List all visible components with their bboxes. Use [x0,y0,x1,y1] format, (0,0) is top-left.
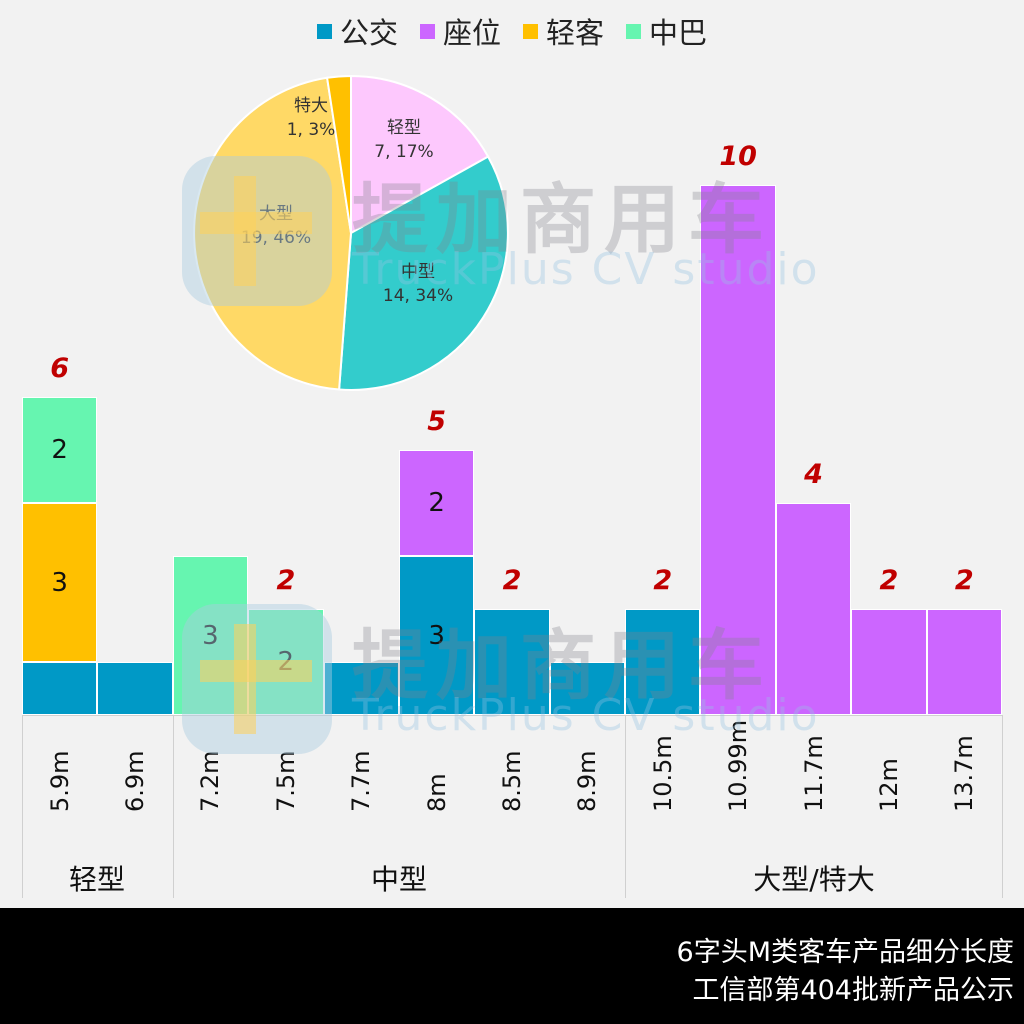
bar-segment [474,609,550,715]
legend-label: 座位 [442,16,501,50]
legend-label: 中巴 [649,16,708,50]
group-label-medium: 中型 [370,863,428,896]
bar-segment: 2 [398,450,475,556]
bar-total-label: 2 [954,565,974,596]
x-tick-label: 7.2m [196,750,225,812]
group-label-light: 轻型 [68,863,126,896]
group-separator [172,715,174,898]
pie-label-value: 1, 3% [286,120,336,140]
legend-item-bus: 公交 [316,10,398,52]
x-tick-label: 10.99m [724,719,753,812]
legend-swatch-seat [419,23,435,39]
chart-legend: 公交 座位 轻客 中巴 [0,10,1024,52]
bar-total-label: 5 [427,406,447,437]
legend-label: 轻客 [546,16,605,50]
x-tick-label: 8.5m [498,750,526,812]
bar-total-label: 2 [653,565,673,596]
x-tick-label: 13.7m [950,735,979,812]
group-separator [625,715,627,898]
footer-title: 6字头M类客车产品细分长度 [676,937,1014,968]
legend-item-midbus: 中巴 [626,10,707,52]
x-tick-label: 10.5m [648,735,677,812]
x-axis-line [22,715,1002,716]
bar-segment [775,503,852,715]
pie-slice-light [350,74,490,235]
footer-caption: 6字头M类客车产品细分长度 工信部第404批新产品公示 [0,908,1024,1024]
x-tick-label: 5.9m [45,750,74,812]
group-label-large: 大型/特大 [753,863,875,896]
pie-label-value: 7, 17% [374,142,434,162]
bar-segment [22,662,98,715]
bar-segment: 3 [172,556,249,715]
bar-total-label: 6 [50,353,70,384]
bar-segment [549,662,626,715]
bar-total-label: 2 [879,565,899,596]
group-separator [22,715,23,898]
legend-swatch-light-van [523,23,538,39]
bar-total-label: 2 [502,565,522,596]
bar-segment: 3 [398,556,475,715]
pie-label-extra-large: 特大 1, 3% [287,94,336,142]
bar-segment [625,609,701,715]
pie-label-light: 轻型 7, 17% [374,116,433,164]
bar-segment [926,609,1002,715]
pie-label-name: 特大 [294,96,328,116]
x-tick-label: 7.7m [347,750,376,812]
bar-total-label: 10 [719,141,757,172]
pie-label-name: 中型 [400,262,435,282]
bar-segment: 2 [22,397,98,503]
x-tick-label: 6.9m [121,750,150,812]
legend-swatch-midbus [626,23,642,39]
legend-item-light-van: 轻客 [523,10,604,52]
legend-label: 公交 [339,16,398,50]
legend-swatch-bus [316,23,332,39]
x-tick-label: 12m [874,758,903,812]
bar-total-label: 2 [276,565,296,596]
pie-label-medium: 中型 14, 34% [383,260,453,308]
bar-segment [700,185,776,715]
x-tick-label: 8.9m [573,750,602,812]
x-tick-label: 8m [422,773,451,812]
pie-slice-extra-large [325,74,352,234]
pie-slice-medium [338,155,509,391]
footer-subtitle: 工信部第404批新产品公示 [692,975,1014,1006]
group-separator [1002,715,1003,898]
pie-label-name: 轻型 [386,118,421,138]
bar-segment [97,662,173,715]
bar-total-label: 4 [804,459,823,490]
legend-item-seat: 座位 [419,10,501,52]
bar-segment [323,662,399,715]
x-tick-label: 11.7m [799,735,828,812]
bar-segment [851,609,927,715]
bar-segment: 2 [248,609,324,715]
x-tick-label: 7.5m [271,750,300,812]
bar-segment: 3 [22,503,98,662]
pie-label-value: 14, 34% [382,286,454,306]
